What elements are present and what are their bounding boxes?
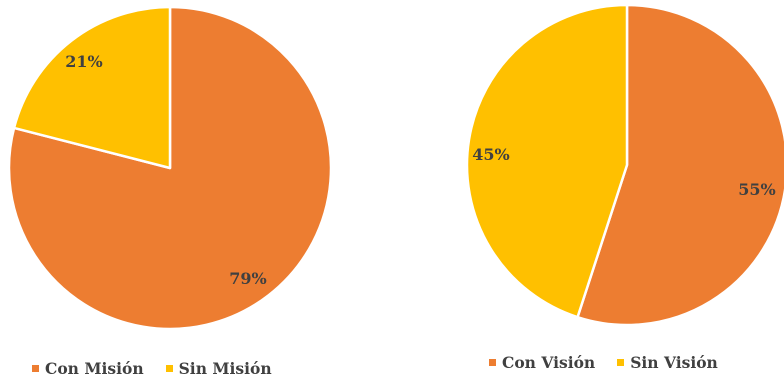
legend-swatch-orange: [32, 365, 39, 372]
legend-item-sin-mision: Sin Misión: [165, 359, 272, 378]
pie-chart-vision: 55% 45%: [465, 3, 784, 327]
legend-item-con-vision: Con Visión: [489, 353, 595, 372]
pie-slice-sin-misión: [12, 5, 172, 170]
legend-swatch-yellow: [617, 359, 625, 366]
legend-label-con-vision: Con Visión: [502, 353, 596, 372]
legend-mision: Con Misión Sin Misión: [32, 359, 272, 378]
data-label-con-mision: 79%: [229, 269, 266, 288]
data-label-sin-vision: 45%: [472, 145, 509, 164]
legend-swatch-yellow: [165, 365, 173, 372]
legend-item-sin-vision: Sin Visión: [617, 353, 718, 372]
data-label-sin-mision: 21%: [65, 52, 102, 71]
pie-slice-con-visión: [576, 3, 784, 327]
legend-item-con-mision: Con Misión: [32, 359, 144, 378]
legend-vision: Con Visión Sin Visión: [489, 353, 718, 372]
legend-label-sin-vision: Sin Visión: [630, 353, 718, 372]
legend-swatch-orange: [489, 359, 496, 366]
legend-label-sin-mision: Sin Misión: [178, 359, 272, 378]
legend-label-con-mision: Con Misión: [45, 359, 144, 378]
pie-slice-sin-visión: [465, 3, 629, 319]
data-label-con-vision: 55%: [738, 180, 775, 199]
pie-chart-mision: 79% 21%: [7, 5, 333, 331]
